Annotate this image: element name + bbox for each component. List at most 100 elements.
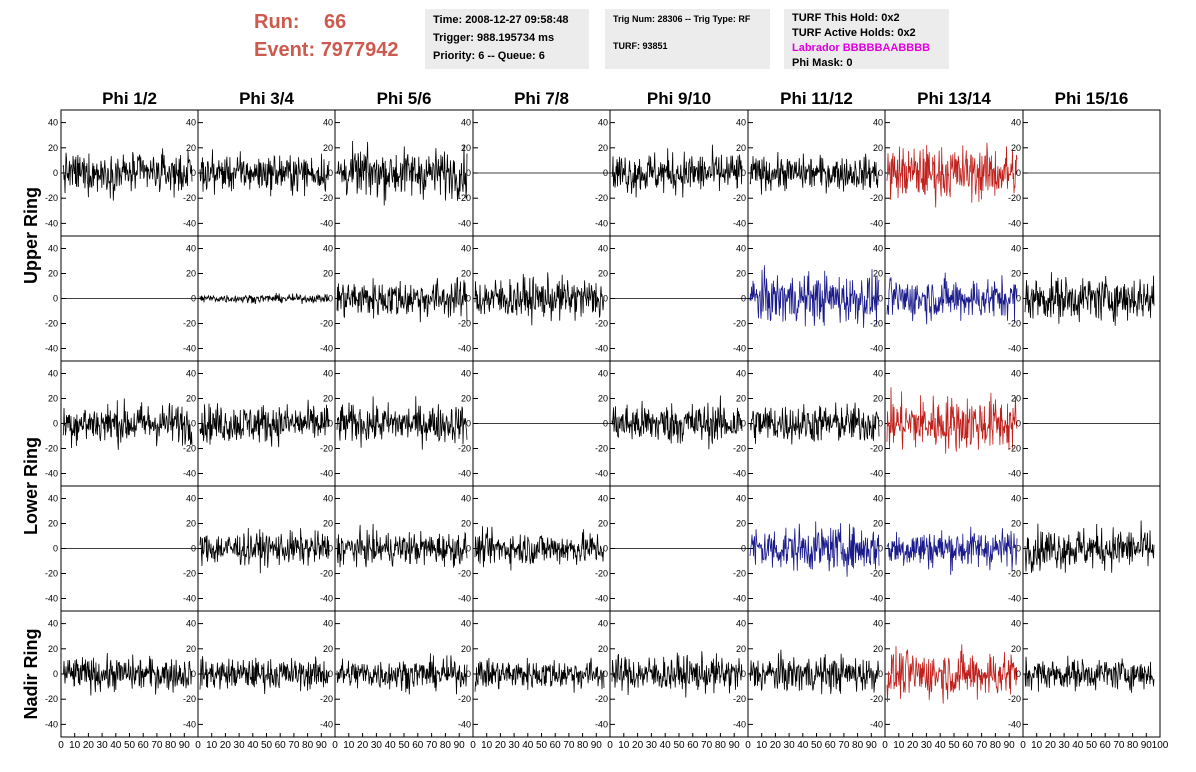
x-tick-label: 90 <box>179 740 191 751</box>
y-tick-label: 0 <box>603 294 608 304</box>
x-tick-label: 50 <box>1086 740 1098 751</box>
y-tick-label: -40 <box>458 594 471 604</box>
y-tick-label: 0 <box>741 294 746 304</box>
waveform-trace <box>336 523 468 568</box>
x-tick-label: 60 <box>825 740 837 751</box>
trigger-text: Trigger: 988.195734 ms <box>433 32 555 44</box>
waveform-panel <box>197 109 336 237</box>
y-tick-label: 40 <box>736 244 746 254</box>
y-tick-label: -20 <box>595 569 608 579</box>
x-tick-label: 10 <box>893 740 905 751</box>
waveform-trace <box>474 272 605 326</box>
y-tick-label: -20 <box>1008 193 1021 203</box>
waveform-trace <box>886 387 1018 454</box>
y-tick-label: -40 <box>45 469 58 479</box>
x-tick-label: 50 <box>261 740 273 751</box>
y-tick-label: 40 <box>461 118 471 128</box>
y-tick-label: 0 <box>53 669 58 679</box>
phi-column-header: Phi 1/2 <box>102 89 157 108</box>
y-tick-label: -20 <box>458 319 471 329</box>
y-tick-label: 0 <box>741 669 746 679</box>
x-tick-label: 80 <box>577 740 589 751</box>
y-tick-label: 20 <box>323 644 333 654</box>
y-tick-label: -20 <box>45 193 58 203</box>
waveform-trace <box>62 398 193 450</box>
y-tick-label: -40 <box>320 594 333 604</box>
y-tick-label: 0 <box>191 294 196 304</box>
y-tick-label: -20 <box>595 694 608 704</box>
event-value: 7977942 <box>320 39 399 61</box>
y-tick-label: -40 <box>870 594 883 604</box>
waveform-trace <box>199 527 330 574</box>
y-tick-label: -20 <box>870 319 883 329</box>
y-tick-label: 40 <box>48 619 58 629</box>
y-tick-label: 0 <box>191 669 196 679</box>
y-tick-label: 40 <box>1011 619 1021 629</box>
y-tick-label: 40 <box>186 369 196 379</box>
x-tick-label: 20 <box>83 740 95 751</box>
y-tick-label: 0 <box>328 168 333 178</box>
y-tick-label: -20 <box>458 193 471 203</box>
event-line: Event: 7977942 <box>254 36 399 64</box>
waveform-trace <box>474 526 605 571</box>
x-tick-label: 30 <box>921 740 933 751</box>
y-tick-label: 40 <box>736 369 746 379</box>
y-tick-label: 0 <box>328 419 333 429</box>
x-tick-label: 60 <box>687 740 699 751</box>
y-tick-label: -20 <box>183 694 196 704</box>
ring-label: Lower Ring <box>21 437 41 535</box>
y-tick-label: 0 <box>603 419 608 429</box>
y-tick-label: 40 <box>323 244 333 254</box>
x-tick-label: 50 <box>673 740 685 751</box>
y-tick-label: -20 <box>870 694 883 704</box>
y-tick-label: -40 <box>183 594 196 604</box>
y-tick-label: 20 <box>736 644 746 654</box>
x-tick-label: 60 <box>550 740 562 751</box>
y-tick-label: -40 <box>1008 218 1021 228</box>
y-tick-label: 0 <box>466 544 471 554</box>
y-tick-label: -20 <box>1008 319 1021 329</box>
y-tick-label: 40 <box>323 369 333 379</box>
y-tick-label: 40 <box>598 118 608 128</box>
y-tick-label: -20 <box>320 319 333 329</box>
y-tick-label: 20 <box>48 644 58 654</box>
y-tick-label: -40 <box>870 344 883 354</box>
y-tick-label: 20 <box>48 269 58 279</box>
y-tick-label: 20 <box>186 519 196 529</box>
x-tick-label: 60 <box>412 740 424 751</box>
y-tick-label: 0 <box>53 544 58 554</box>
x-tick-label: 10 <box>206 740 218 751</box>
y-tick-label: 20 <box>598 269 608 279</box>
x-tick-label: 80 <box>1127 740 1139 751</box>
x-tick-label: 30 <box>646 740 658 751</box>
y-tick-label: -40 <box>595 594 608 604</box>
waveform-trace <box>749 521 880 577</box>
x-tick-label: 40 <box>660 740 672 751</box>
y-tick-label: 40 <box>1011 118 1021 128</box>
waveform-trace <box>886 272 1018 325</box>
x-tick-label: 30 <box>234 740 246 751</box>
x-tick-label: 80 <box>440 740 452 751</box>
y-tick-label: -20 <box>320 569 333 579</box>
y-tick-label: -40 <box>45 218 58 228</box>
x-tick-label: 30 <box>371 740 383 751</box>
phi-column-header: Phi 3/4 <box>239 89 294 108</box>
y-tick-label: 20 <box>873 143 883 153</box>
y-tick-label: 40 <box>598 244 608 254</box>
y-tick-label: 0 <box>741 544 746 554</box>
y-tick-label: 0 <box>1016 294 1021 304</box>
waveform-trace <box>749 151 880 195</box>
priority-text: Priority: 6 -- Queue: 6 <box>433 50 545 62</box>
y-tick-label: -40 <box>45 594 58 604</box>
waveform-trace <box>336 140 468 206</box>
y-tick-label: -20 <box>595 444 608 454</box>
labrador-text: Labrador BBBBBAABBBB <box>792 42 931 54</box>
y-tick-label: -20 <box>733 569 746 579</box>
x-tick-label: 90 <box>866 740 878 751</box>
y-tick-label: 0 <box>466 669 471 679</box>
y-tick-label: -20 <box>870 193 883 203</box>
y-tick-label: 40 <box>736 118 746 128</box>
y-tick-label: -40 <box>1008 594 1021 604</box>
waveform-trace <box>749 265 880 328</box>
ring-label: Upper Ring <box>21 187 41 284</box>
